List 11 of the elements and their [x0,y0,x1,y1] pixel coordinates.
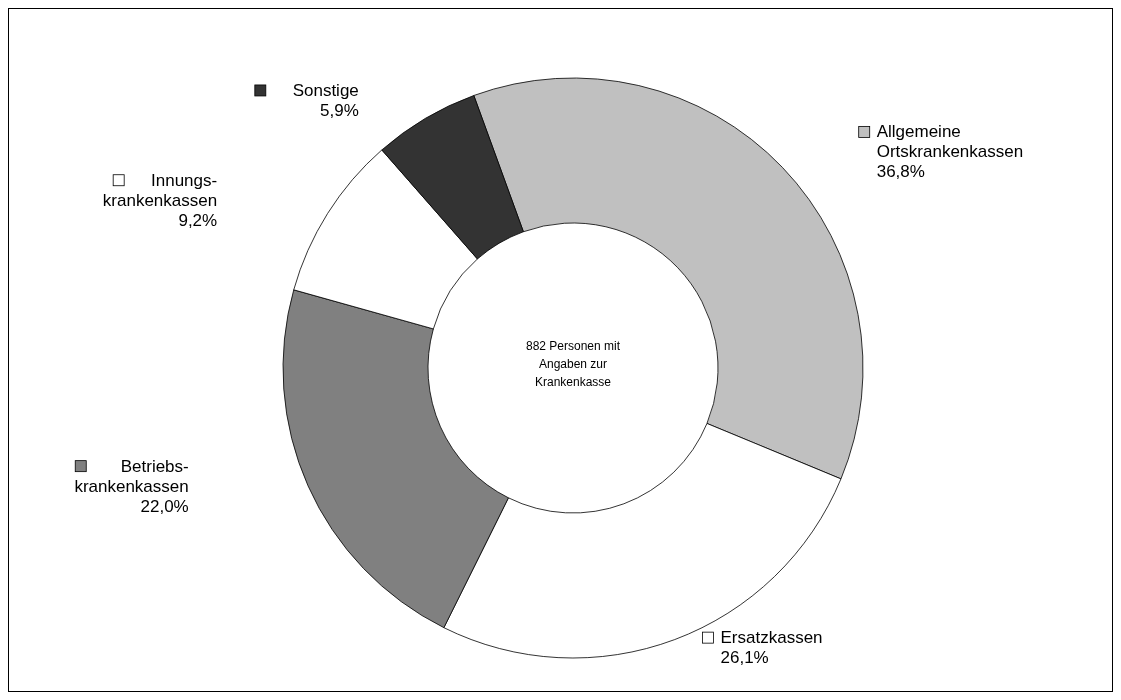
legend-label: Innungs-krankenkassen [102,170,218,210]
legend-label: Betriebs-krankenkassen [74,456,189,496]
data-label: 36,8% [876,162,925,182]
text: 882 Personen mit Angaben zur Krankenkasse [525,339,621,389]
legend-label: Ersatzkassen [720,628,823,648]
data-label: 26,1% [720,648,769,668]
data-label: 5,9% [320,100,359,120]
legend-label: Allgemeine Ortskrankenkassen [876,122,1024,162]
data-label: 22,0% [140,496,189,516]
legend-label: Sonstige [292,80,359,100]
data-label: 9,2% [178,210,218,230]
